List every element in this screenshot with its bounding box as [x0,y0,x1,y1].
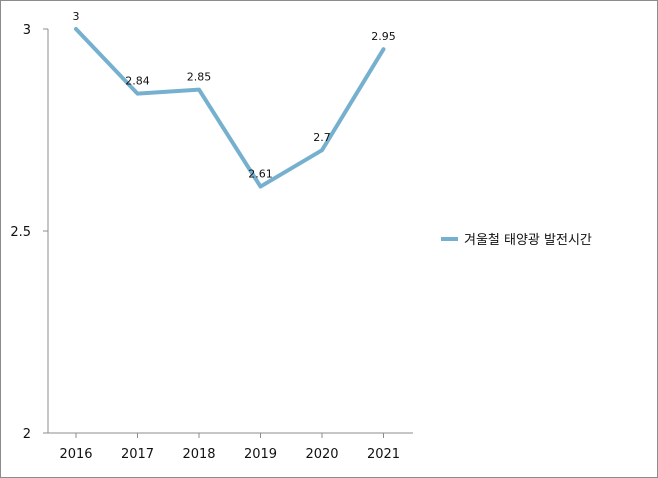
data-point [321,149,323,151]
x-tick-label: 2016 [59,447,92,462]
data-point [137,93,138,95]
series-line [74,27,386,189]
data-label: 2.84 [125,75,150,88]
legend-swatch [441,236,458,241]
y-tick-label: 2.5 [10,225,31,240]
data-point [260,186,261,188]
x-tick-label: 2017 [121,447,154,462]
data-point [383,48,384,50]
legend-label: 겨울철 태양광 발전시간 [464,233,592,248]
x-tick-label: 2021 [367,447,400,462]
data-label: 3 [73,10,80,23]
x-tick-label: 2020 [305,447,338,462]
x-tick-label: 2018 [182,447,215,462]
legend: 겨울철 태양광 발전시간 [441,229,592,248]
data-label: 2.85 [187,71,212,84]
y-tick-label: 2 [23,427,31,442]
data-label: 2.61 [248,168,273,181]
data-label: 2.95 [371,30,396,43]
data-point [75,28,77,30]
y-tick-label: 3 [23,23,31,38]
data-label: 2.7 [313,131,331,144]
data-point [198,89,200,91]
x-tick-label: 2019 [244,447,277,462]
